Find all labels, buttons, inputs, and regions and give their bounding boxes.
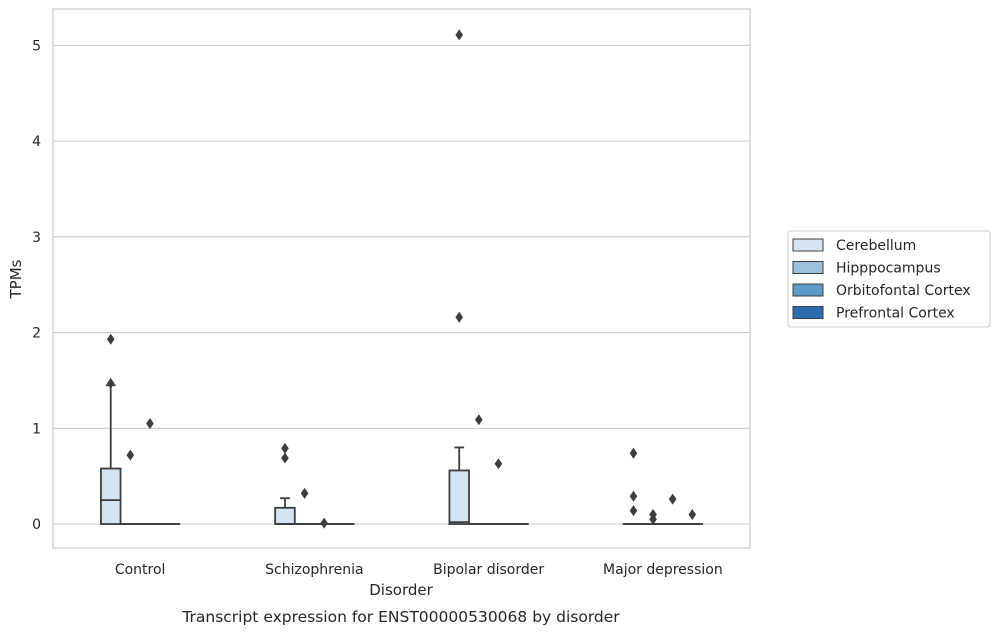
plot-frame <box>52 8 751 549</box>
outlier-point <box>629 447 638 459</box>
x-axis-label: Disorder <box>369 581 433 599</box>
legend-entry: Prefrontal Cortex <box>836 306 955 322</box>
legend-swatch <box>792 306 824 319</box>
legend-swatch <box>792 238 824 252</box>
outlier-point <box>320 517 328 529</box>
outlier-point <box>668 493 677 505</box>
x-tick-label: Bipolar disorder <box>433 562 544 578</box>
outlier-point <box>281 442 289 454</box>
box-0-2 <box>448 446 470 525</box>
outlier-point <box>688 508 697 520</box>
boxes <box>100 384 703 525</box>
outlier-point <box>629 505 638 517</box>
y-tick-label: 5 <box>32 38 41 54</box>
box-body <box>100 467 122 525</box>
y-tick-label: 2 <box>32 326 41 342</box>
y-tick-label: 4 <box>32 134 41 150</box>
y-tick-label: 0 <box>32 517 41 533</box>
legend: Cerebellum Hipppocampus Orbitofontal Corte… <box>787 230 991 328</box>
outlier-point <box>455 311 464 323</box>
legend-entry: Cerebellum <box>836 238 916 254</box>
legend-entry: Hipppocampus <box>836 261 941 277</box>
outlier-point <box>494 458 503 470</box>
outliers <box>106 29 697 529</box>
y-tick-labels: 0 1 2 3 4 5 <box>32 38 41 533</box>
x-tick-label: Major depression <box>603 562 723 578</box>
x-tick-labels: Control Schizophrenia Bipolar disorder Majo… <box>115 562 723 578</box>
outlier-point <box>649 508 657 520</box>
y-axis-label: TPMs <box>7 259 25 299</box>
legend-swatch <box>792 261 824 274</box>
outlier-point <box>146 418 154 430</box>
outlier-point <box>126 449 135 461</box>
y-tick-label: 1 <box>32 421 41 437</box>
outlier-point <box>475 414 483 426</box>
outlier-point <box>629 490 638 502</box>
outlier-point <box>281 452 289 464</box>
chart-caption: Transcript expression for ENST0000053006… <box>181 608 620 626</box>
box-0-0 <box>100 384 122 525</box>
y-tick-label: 3 <box>32 230 41 246</box>
x-tick-label: Control <box>115 562 166 578</box>
outlier-point <box>455 29 464 41</box>
x-tick-label: Schizophrenia <box>265 562 363 578</box>
box-0-1 <box>274 497 296 525</box>
outlier-point <box>300 487 309 499</box>
grid-lines <box>53 44 750 525</box>
legend-swatch <box>792 283 824 297</box>
box-body <box>448 469 470 525</box>
legend-frame <box>787 230 991 328</box>
outlier-point <box>106 377 115 389</box>
outlier-point <box>106 333 115 345</box>
box-body <box>274 506 296 525</box>
legend-entry: Orbitofontal Cortex <box>836 283 971 299</box>
